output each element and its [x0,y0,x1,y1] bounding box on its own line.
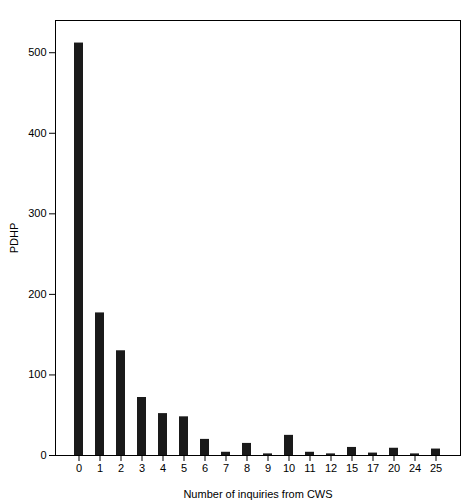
svg-text:4: 4 [160,462,166,474]
svg-text:15: 15 [346,462,358,474]
svg-text:24: 24 [409,462,421,474]
svg-text:2: 2 [118,462,124,474]
svg-text:9: 9 [265,462,271,474]
svg-text:5: 5 [181,462,187,474]
svg-text:400: 400 [28,127,46,139]
svg-text:300: 300 [28,207,46,219]
svg-text:200: 200 [28,288,46,300]
svg-text:10: 10 [283,462,295,474]
svg-text:100: 100 [28,368,46,380]
svg-text:17: 17 [367,462,379,474]
svg-text:12: 12 [325,462,337,474]
svg-text:1: 1 [97,462,103,474]
svg-text:PDHP: PDHP [8,223,20,254]
svg-text:500: 500 [28,46,46,58]
svg-text:0: 0 [40,449,46,461]
svg-text:7: 7 [223,462,229,474]
svg-text:Number of inquiries from CWS: Number of inquiries from CWS [183,488,332,500]
svg-text:0: 0 [76,462,82,474]
svg-text:11: 11 [304,462,315,474]
svg-text:8: 8 [244,462,250,474]
svg-text:25: 25 [430,462,442,474]
svg-text:20: 20 [388,462,400,474]
svg-text:6: 6 [202,462,208,474]
svg-text:3: 3 [139,462,145,474]
